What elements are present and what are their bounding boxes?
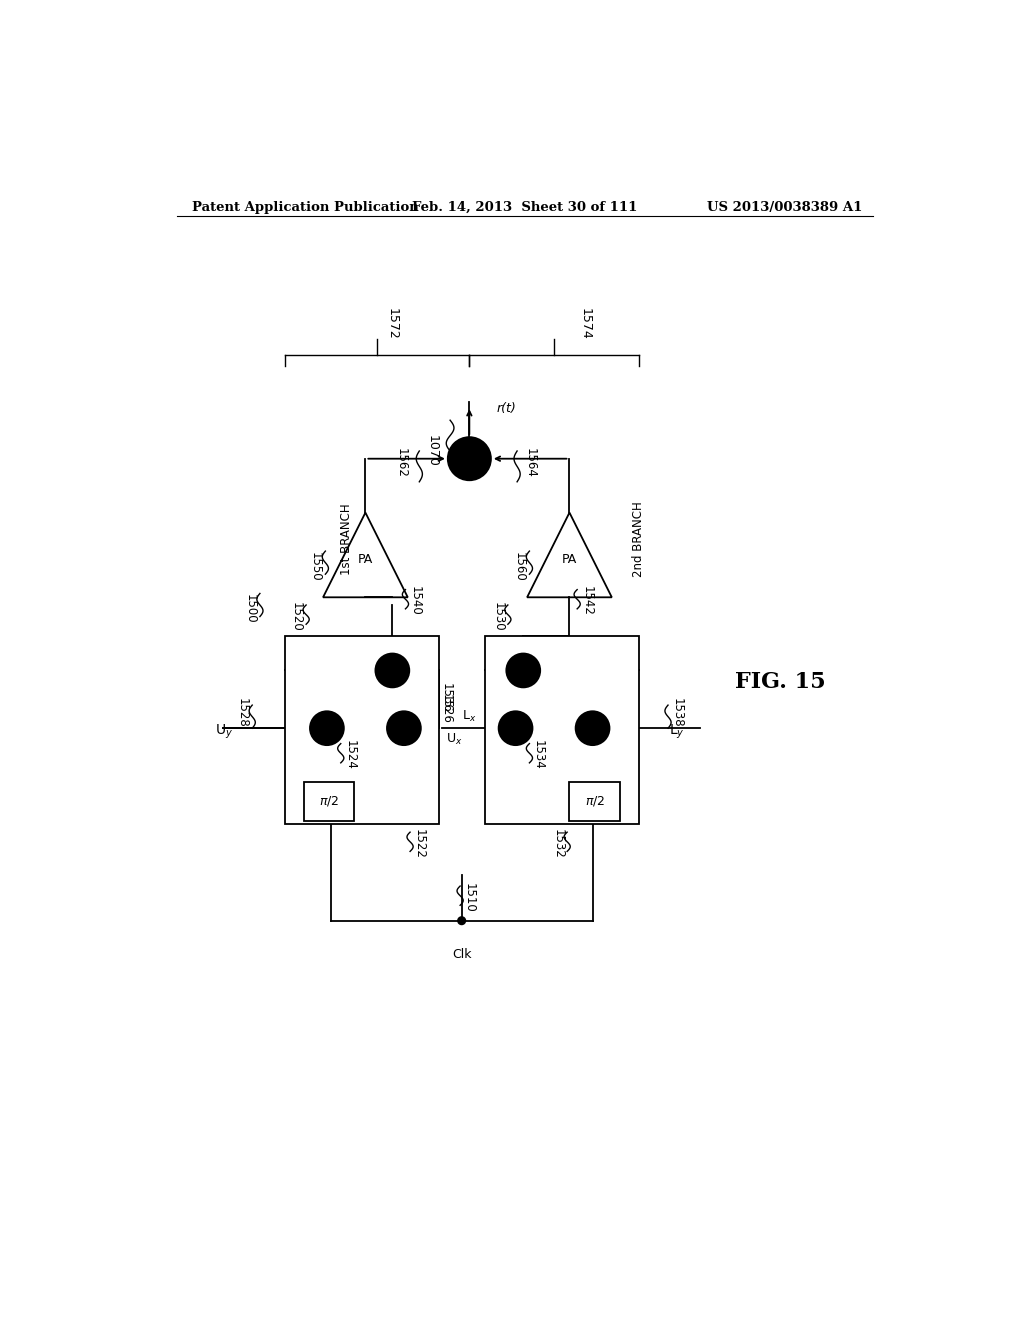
Text: 1542: 1542 [581, 586, 594, 616]
Text: Feb. 14, 2013  Sheet 30 of 111: Feb. 14, 2013 Sheet 30 of 111 [412, 201, 638, 214]
Text: PA: PA [562, 553, 578, 566]
Text: r(t): r(t) [497, 403, 516, 416]
Text: 1536: 1536 [439, 682, 453, 713]
Text: 1st BRANCH: 1st BRANCH [340, 504, 352, 576]
Text: 1526: 1526 [439, 694, 453, 723]
Text: $\Sigma$: $\Sigma$ [465, 451, 474, 466]
Text: 1524: 1524 [343, 741, 356, 770]
Bar [285, 636, 438, 825]
Text: L$_y$: L$_y$ [670, 723, 685, 742]
Text: 1560: 1560 [513, 552, 526, 581]
Text: $\pi$/2: $\pi$/2 [585, 795, 604, 808]
Text: Clk: Clk [452, 948, 471, 961]
Text: U$_x$: U$_x$ [446, 733, 463, 747]
Text: $\Sigma$: $\Sigma$ [518, 664, 528, 677]
Text: 1534: 1534 [532, 741, 545, 770]
Circle shape [499, 711, 532, 744]
Text: $\pi$/2: $\pi$/2 [318, 795, 339, 808]
Text: 1510: 1510 [463, 883, 476, 912]
Text: U$_y$: U$_y$ [215, 723, 233, 742]
Bar [484, 636, 639, 825]
Text: 1572: 1572 [386, 308, 399, 339]
Circle shape [447, 437, 490, 480]
Text: 1550: 1550 [309, 552, 322, 581]
Text: 1500: 1500 [244, 594, 256, 623]
Text: 1528: 1528 [236, 698, 249, 727]
Text: Patent Application Publication: Patent Application Publication [193, 201, 419, 214]
Text: FIG. 15: FIG. 15 [735, 671, 825, 693]
Text: 1520: 1520 [290, 602, 303, 631]
Circle shape [376, 653, 410, 688]
Text: 1522: 1522 [413, 829, 426, 858]
Bar [569, 781, 620, 821]
Text: 1538: 1538 [671, 698, 684, 727]
Circle shape [575, 711, 609, 744]
Circle shape [310, 711, 344, 744]
Text: 1540: 1540 [409, 586, 422, 616]
Circle shape [458, 917, 466, 924]
Circle shape [506, 653, 541, 688]
Text: $\Sigma$: $\Sigma$ [387, 664, 397, 677]
Text: L$_x$: L$_x$ [462, 709, 476, 725]
Text: PA: PA [357, 553, 373, 566]
Text: US 2013/0038389 A1: US 2013/0038389 A1 [707, 201, 862, 214]
Text: 2nd BRANCH: 2nd BRANCH [632, 502, 645, 577]
Text: 1070: 1070 [426, 436, 438, 467]
Text: 1532: 1532 [551, 829, 564, 858]
Text: 1564: 1564 [523, 447, 537, 478]
Text: 1530: 1530 [493, 602, 505, 631]
Circle shape [387, 711, 421, 744]
Text: 1574: 1574 [579, 308, 592, 339]
Bar [304, 781, 354, 821]
Text: 1562: 1562 [395, 447, 408, 478]
